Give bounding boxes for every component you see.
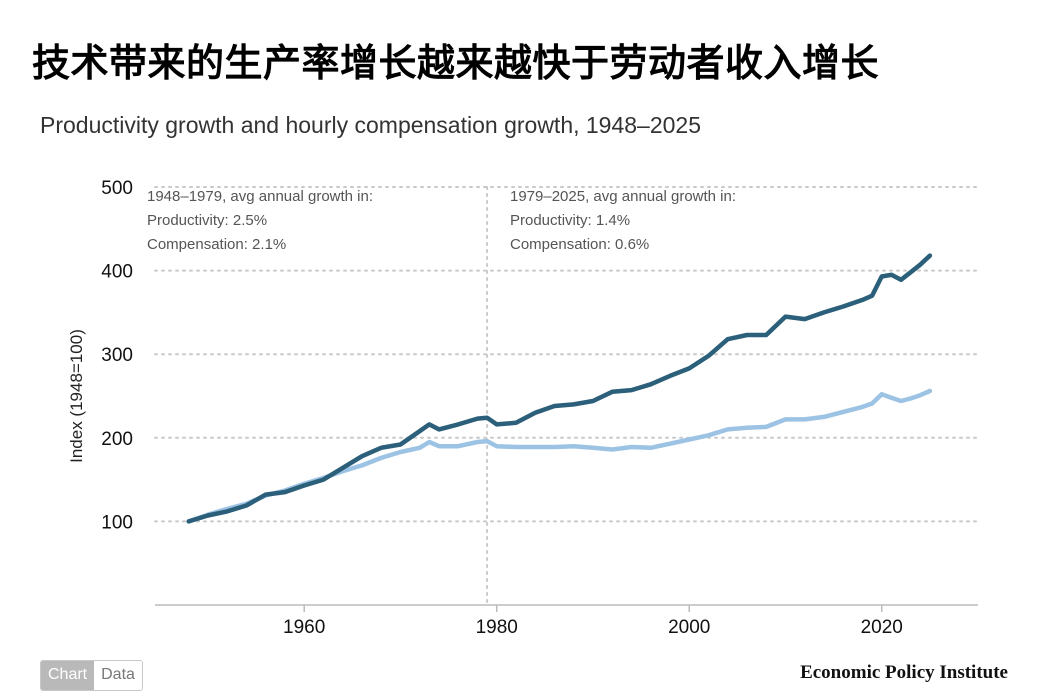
series-lines	[186, 253, 933, 524]
y-axis-label: Index (1948=100)	[67, 329, 86, 463]
x-tick-label: 2020	[861, 617, 903, 638]
x-tick-label: 2000	[668, 617, 710, 638]
x-tick-label: 1960	[283, 617, 325, 638]
y-tick-label: 300	[101, 345, 133, 366]
source-label: Economic Policy Institute	[800, 662, 1008, 683]
annotation-line: 1948–1979, avg annual growth in:	[147, 188, 373, 205]
gridlines	[154, 186, 979, 606]
x-tick-label: 1980	[476, 617, 518, 638]
tab-data[interactable]: Data	[94, 661, 142, 690]
y-tick-label: 200	[101, 429, 133, 450]
annotation-line: Productivity: 1.4%	[510, 212, 630, 229]
y-tick-label: 400	[101, 262, 133, 283]
productivity-line	[186, 253, 933, 524]
annotation-line: Compensation: 0.6%	[510, 236, 649, 253]
compensation-line	[186, 388, 933, 524]
chart-title: Productivity growth and hourly compensat…	[40, 112, 702, 138]
annotation-line: Compensation: 2.1%	[147, 236, 286, 253]
annotations: 1948–1979, avg annual growth in: Producti…	[147, 188, 736, 253]
tab-chart[interactable]: Chart	[41, 661, 95, 690]
annotation-line: 1979–2025, avg annual growth in:	[510, 188, 736, 205]
y-tick-label: 100	[101, 512, 133, 533]
y-tick-label: 500	[101, 178, 133, 199]
view-tabs: Chart Data	[40, 660, 143, 691]
annotation-line: Productivity: 2.5%	[147, 212, 267, 229]
axes: 100 200 300 400 500 1960 1980 2000 2020	[101, 178, 978, 638]
page-title: 技术带来的生产率增长越来越快于劳动者收入增长	[32, 41, 880, 85]
